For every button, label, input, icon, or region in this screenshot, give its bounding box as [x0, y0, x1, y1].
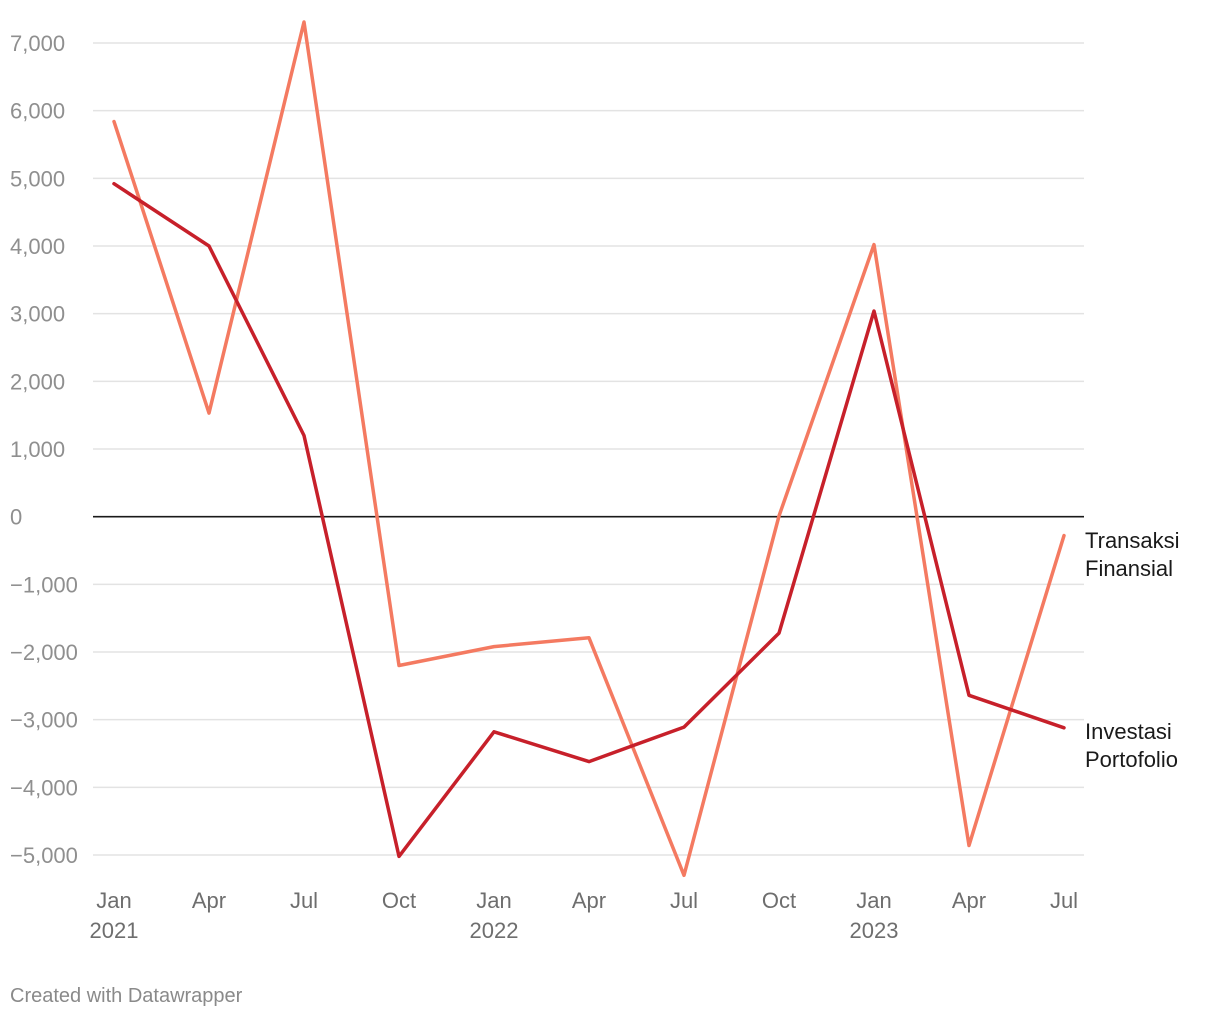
series-labels: Transaksi Finansial Investasi Portofolio — [1085, 528, 1180, 772]
y-tick-label: −1,000 — [10, 572, 78, 597]
y-tick-label: −5,000 — [10, 843, 78, 868]
x-tick-year-label: 2022 — [470, 918, 519, 943]
series-layer — [112, 20, 1066, 878]
y-tick-label: −4,000 — [10, 775, 78, 800]
x-axis-ticks: Jan 2021 Apr Jul Oct Jan 2022 Apr Jul Oct Jan 2023 A… — [90, 888, 1079, 943]
x-tick-year-label: 2023 — [850, 918, 899, 943]
x-tick-label: Jul — [290, 888, 318, 913]
y-tick-label: 3,000 — [10, 302, 65, 327]
y-tick-label: 2,000 — [10, 369, 65, 394]
series-label-1: Transaksi Finansial — [1085, 528, 1180, 581]
x-tick-label: Jul — [1050, 888, 1078, 913]
x-tick-label: Apr — [192, 888, 226, 913]
series-line-2 — [112, 181, 1066, 859]
x-tick-label: Jan — [856, 888, 891, 913]
x-tick-label: Apr — [952, 888, 986, 913]
x-tick-label: Oct — [382, 888, 416, 913]
x-tick-label: Jul — [670, 888, 698, 913]
y-tick-label: 5,000 — [10, 166, 65, 191]
y-axis-ticks: 7,000 6,000 5,000 4,000 3,000 2,000 1,000 0 −1,0… — [10, 31, 78, 868]
y-tick-label: −3,000 — [10, 708, 78, 733]
line-chart: 7,000 6,000 5,000 4,000 3,000 2,000 1,000 0 −1,0… — [10, 20, 1180, 943]
y-tick-label: 1,000 — [10, 437, 65, 462]
x-tick-label: Apr — [572, 888, 606, 913]
credit-text: Created with Datawrapper — [10, 985, 243, 1007]
y-tick-label: 4,000 — [10, 234, 65, 259]
series-label-2: Investasi Portofolio — [1085, 719, 1178, 772]
x-tick-label: Jan — [476, 888, 511, 913]
x-tick-year-label: 2021 — [90, 918, 139, 943]
x-tick-label: Jan — [96, 888, 131, 913]
grid-layer — [93, 42, 1084, 856]
y-tick-label: 0 — [10, 505, 22, 530]
y-tick-label: −2,000 — [10, 640, 78, 665]
x-tick-label: Oct — [762, 888, 796, 913]
y-tick-label: 7,000 — [10, 31, 65, 56]
y-tick-label: 6,000 — [10, 99, 65, 124]
